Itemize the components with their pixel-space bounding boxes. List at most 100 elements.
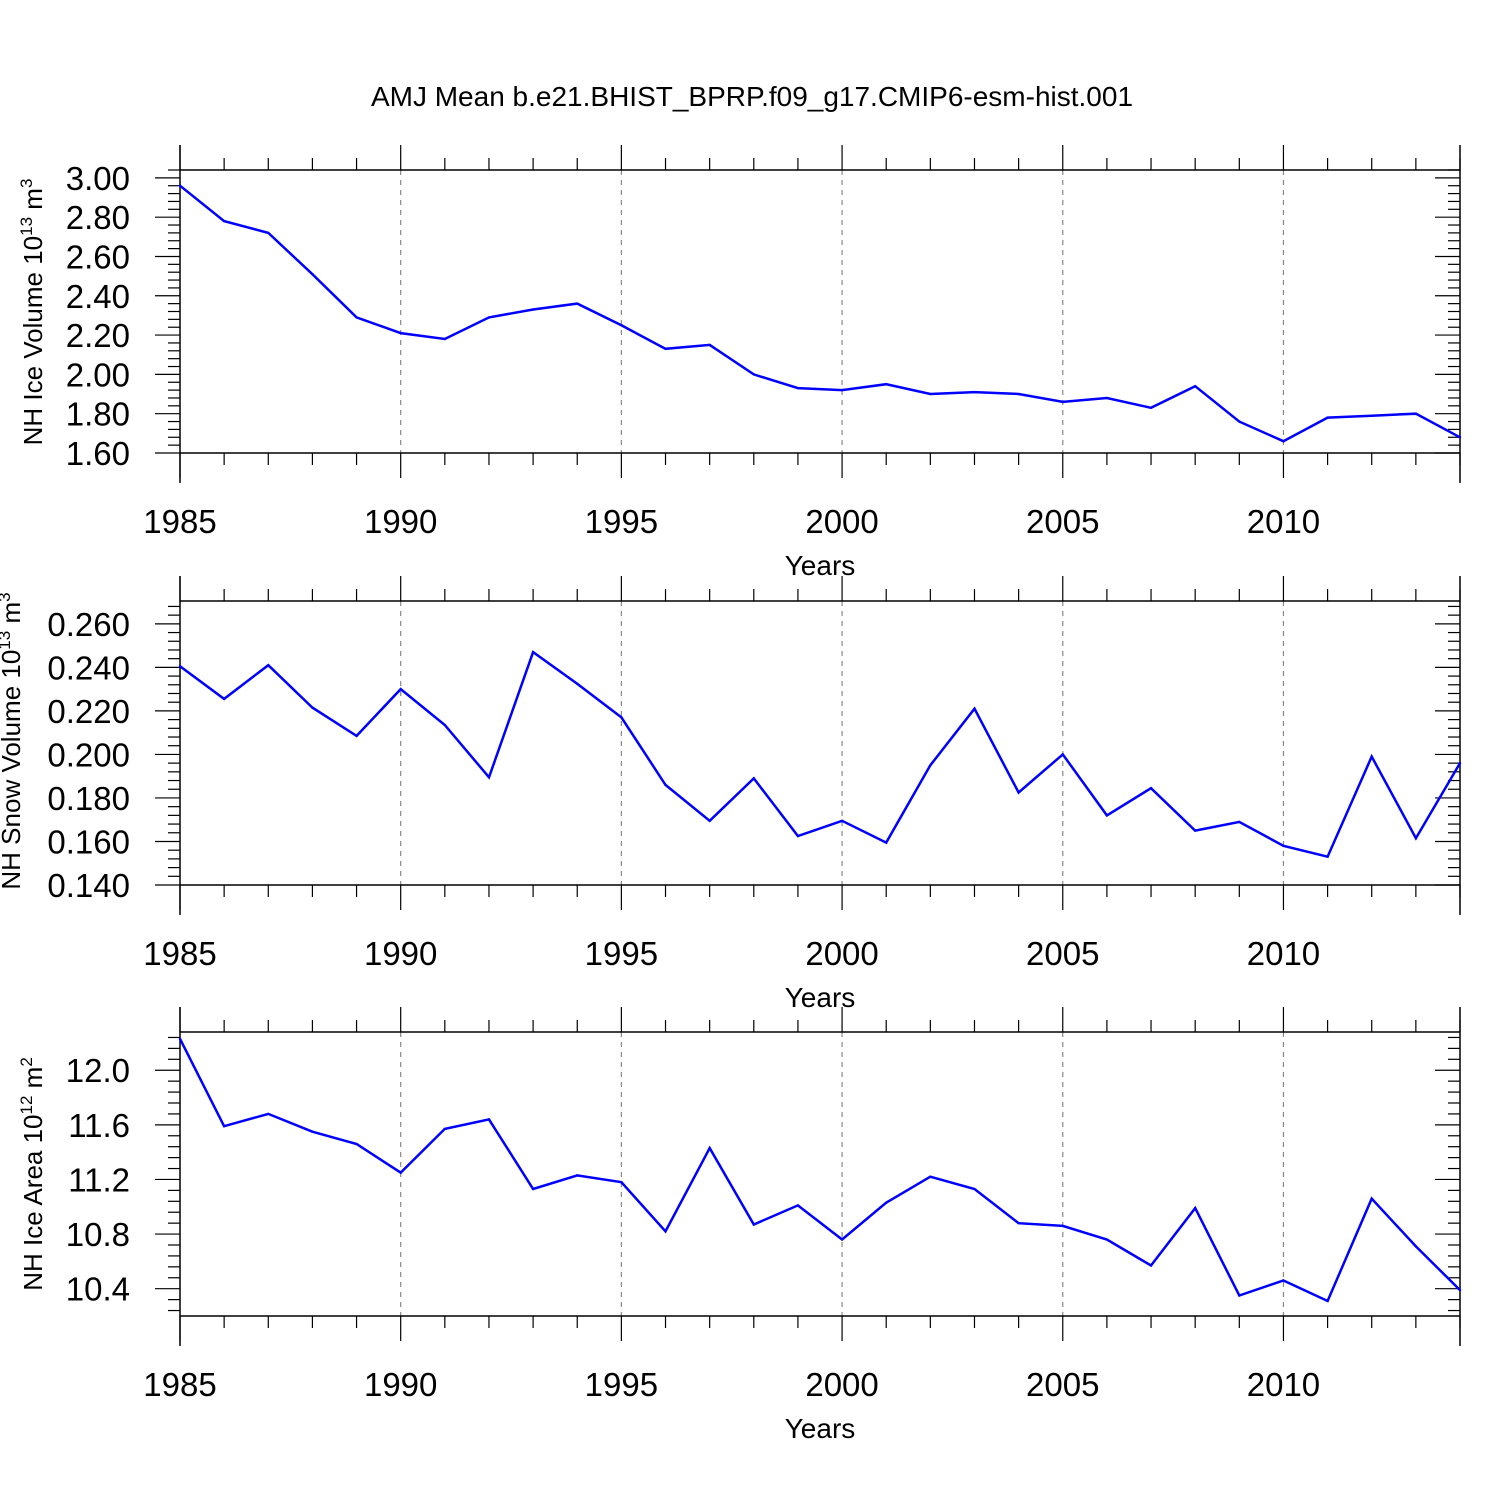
data-point: [1238, 420, 1241, 423]
data-point: [929, 392, 932, 396]
data-point: [576, 1174, 579, 1177]
y-tick-label: 11.2: [68, 1161, 130, 1198]
y-tick-label: 1.80: [66, 396, 130, 433]
data-point: [531, 308, 535, 311]
data-point: [973, 390, 976, 394]
data-point: [443, 723, 447, 727]
y-tick-label: 11.6: [68, 1107, 130, 1144]
x-tick-label: 1995: [585, 1366, 658, 1403]
data-point: [1326, 416, 1329, 419]
data-point: [487, 776, 491, 779]
x-tick-label: 2005: [1026, 503, 1099, 540]
x-tick-label: 1995: [585, 935, 658, 972]
y-tick-label: 10.4: [66, 1271, 130, 1308]
data-point: [1458, 436, 1462, 439]
data-point: [399, 1171, 402, 1174]
data-point: [1061, 400, 1064, 404]
data-point: [1370, 1197, 1373, 1200]
data-point: [1193, 829, 1197, 832]
data-point: [1414, 412, 1418, 415]
x-tick-label: 1990: [364, 935, 437, 972]
data-point: [311, 1130, 314, 1133]
data-point: [840, 819, 844, 823]
x-tick-label: 1985: [143, 1366, 216, 1403]
data-point: [1149, 1264, 1153, 1267]
data-point: [399, 331, 402, 335]
data-point: [1458, 1288, 1462, 1292]
series-line: [179, 650, 1462, 859]
data-point: [664, 1230, 667, 1233]
data-point: [355, 1142, 358, 1146]
x-tick-label: 2000: [805, 935, 878, 972]
data-point: [178, 1037, 182, 1041]
x-axis-title: Years: [785, 982, 856, 1013]
data-point: [531, 650, 535, 654]
data-point: [708, 343, 711, 347]
data-point: [178, 665, 182, 668]
data-point: [1238, 1294, 1241, 1297]
y-tick-label: 10.8: [66, 1216, 130, 1253]
data-point: [311, 706, 314, 709]
data-point: [664, 783, 667, 787]
data-point: [620, 324, 623, 327]
data-point: [796, 834, 800, 838]
data-point: [531, 1187, 535, 1191]
data-point: [1061, 753, 1064, 756]
data-point: [1282, 1279, 1285, 1282]
data-point: [885, 1201, 888, 1204]
y-axis-title: NH Snow Volume 1013 m3: [0, 592, 26, 889]
x-axis-title: Years: [785, 550, 856, 581]
y-tick-label: 0.260: [47, 606, 130, 643]
x-tick-label: 2005: [1026, 1366, 1099, 1403]
data-point: [399, 687, 402, 691]
data-point: [1370, 755, 1373, 758]
data-point: [222, 1125, 226, 1128]
data-point: [576, 302, 579, 305]
y-tick-label: 12.0: [66, 1052, 130, 1089]
chart-panel-2: 1985 1990 1995 2000 2005 2010 Years 0.140 0.160 0…: [0, 576, 1462, 1013]
data-point: [929, 764, 932, 767]
data-point: [267, 1112, 270, 1116]
data-point: [1238, 820, 1241, 824]
data-point: [885, 383, 888, 386]
series-line: [178, 1038, 1461, 1303]
y-tick-label: 3.00: [66, 160, 130, 197]
x-tick-label: 2010: [1247, 503, 1320, 540]
data-point: [1414, 1245, 1418, 1248]
y-tick-label: 0.240: [47, 649, 130, 686]
x-tick-label: 2010: [1247, 1366, 1320, 1403]
data-point: [576, 682, 579, 685]
y-tick-label: 1.60: [66, 435, 130, 472]
data-point: [1193, 1206, 1197, 1210]
data-point: [267, 663, 270, 667]
x-axis-title: Years: [785, 1413, 856, 1444]
data-point: [355, 734, 358, 738]
data-point: [487, 1118, 491, 1121]
data-point: [840, 388, 844, 392]
data-point: [1326, 1299, 1329, 1303]
y-tick-label: 0.180: [47, 780, 130, 817]
data-point: [929, 1175, 932, 1178]
data-point: [443, 1127, 447, 1131]
data-point: [885, 841, 888, 844]
y-axis-title: NH Ice Area 1012 m2: [17, 1057, 48, 1291]
data-point: [222, 697, 226, 701]
y-tick-label: 0.220: [47, 693, 130, 730]
chart-panel-1: 1985 1990 1995 2000 2005 2010 Years 1.601.802.0…: [17, 145, 1462, 581]
x-tick-label: 2000: [805, 503, 878, 540]
data-point: [487, 316, 491, 319]
data-point: [1414, 837, 1418, 840]
data-point: [1105, 396, 1109, 400]
data-point: [1061, 1224, 1064, 1228]
data-point: [355, 316, 358, 319]
x-tick-label: 2000: [805, 1366, 878, 1403]
x-tick-label: 2010: [1247, 935, 1320, 972]
data-point: [708, 1146, 711, 1150]
data-point: [222, 219, 226, 223]
data-point: [1282, 440, 1285, 443]
y-tick-label: 0.160: [47, 823, 130, 860]
y-tick-label: 2.80: [66, 199, 130, 236]
x-tick-label: 1990: [364, 1366, 437, 1403]
series-line: [179, 184, 1461, 443]
data-point: [620, 1180, 623, 1184]
